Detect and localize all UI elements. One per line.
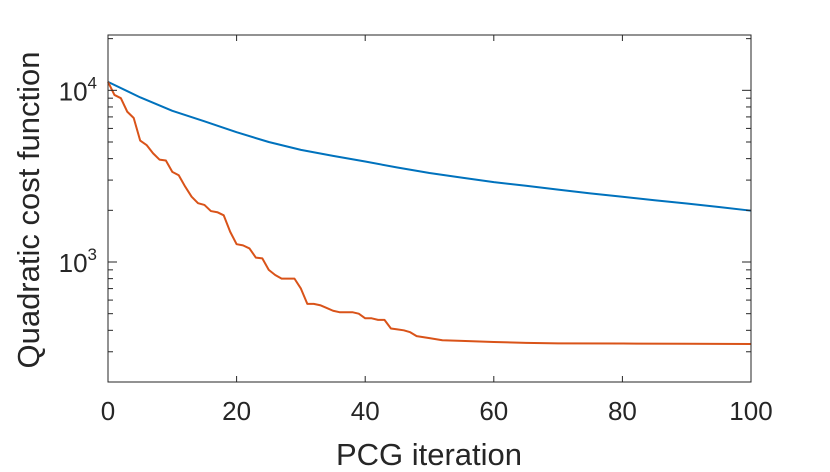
y-axis-label: Quadratic cost function — [11, 51, 46, 368]
x-tick-label: 60 — [479, 396, 508, 426]
plot-lines — [107, 80, 752, 345]
x-tick-label: 0 — [101, 396, 115, 426]
x-tick-label: 40 — [351, 396, 380, 426]
y-tick-label: 103 — [59, 245, 97, 278]
x-axis-label: PCG iteration — [336, 437, 522, 472]
axes-box — [107, 34, 752, 383]
y-ticks: 103 104 — [59, 38, 751, 383]
x-tick-label: 80 — [608, 396, 637, 426]
x-tick-label: 100 — [729, 396, 772, 426]
y-tick-label: 104 — [59, 73, 97, 106]
series-line-series-blue — [107, 80, 752, 212]
series-line-series-orange — [107, 81, 752, 345]
x-tick-label: 20 — [222, 396, 251, 426]
x-ticks: 0 20 40 60 80 100 — [101, 35, 773, 426]
